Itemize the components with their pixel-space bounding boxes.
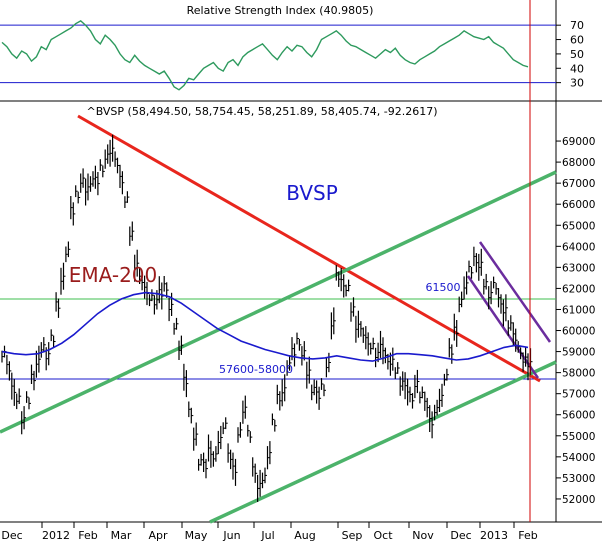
price-tick-label: 62000 (562, 283, 595, 295)
x-tick-label: Feb (518, 529, 537, 542)
x-tick-label: Nov (412, 529, 434, 542)
ema-200-label: EMA-200 (69, 263, 158, 287)
x-tick-label: Sep (342, 529, 363, 542)
x-tick-label: Jun (222, 529, 240, 542)
price-tick-label: 53000 (562, 473, 595, 485)
price-bars (1, 134, 533, 502)
x-tick-label: Oct (373, 529, 393, 542)
ema-200-line (1, 291, 529, 362)
rsi-tick-label: 40 (570, 62, 584, 75)
level-57600-58000-label: 57600-58000 (219, 363, 293, 376)
rsi-reference-lines (0, 24, 556, 84)
price-tick-label: 60000 (562, 326, 595, 338)
trendlines (0, 114, 557, 524)
price-tick-label: 67000 (562, 178, 595, 190)
price-panel: ^BVSP (58,494.50, 58,754.45, 58,251.89, … (0, 105, 595, 524)
rsi-series-line (1, 20, 529, 91)
x-tick-label: Mar (111, 529, 132, 542)
price-title: ^BVSP (58,494.50, 58,754.45, 58,251.89, … (86, 105, 437, 118)
x-tick-label: Feb (78, 529, 97, 542)
price-tick-label: 63000 (562, 262, 595, 274)
purple-channel-lower (466, 275, 540, 379)
x-tick-label: Jul (260, 529, 274, 542)
price-tick-label: 65000 (562, 220, 595, 232)
price-tick-label: 56000 (562, 410, 595, 422)
x-tick-label: Dec (450, 529, 471, 542)
x-tick-label: Apr (148, 529, 168, 542)
price-y-ticks: 52000 53000 54000 55000 56000 57000 58000 59000… (556, 136, 595, 506)
x-tick-label: Dec (1, 529, 22, 542)
price-tick-label: 54000 (562, 452, 595, 464)
price-tick-label: 64000 (562, 241, 595, 253)
price-tick-label: 58000 (562, 368, 595, 380)
bvsp-label: BVSP (286, 181, 338, 205)
price-tick-label: 59000 (562, 347, 595, 359)
x-tick-label: May (185, 529, 208, 542)
green-channel-lower (209, 360, 557, 524)
price-tick-label: 66000 (562, 199, 595, 211)
purple-channel-upper (478, 241, 552, 343)
price-tick-label: 55000 (562, 431, 595, 443)
price-tick-label: 57000 (562, 389, 595, 401)
x-axis-labels: Dec 2012 Feb Mar Apr May Jun Jul Aug Sep Oct Nov Dec… (1, 522, 538, 542)
price-tick-label: 52000 (562, 494, 595, 506)
rsi-title: Relative Strength Index (40.9805) (187, 4, 374, 17)
level-61500-label: 61500 (426, 281, 461, 294)
rsi-tick-label: 50 (570, 48, 584, 61)
x-tick-label: 2013 (480, 529, 508, 542)
green-channel-upper (0, 170, 557, 434)
rsi-tick-label: 60 (570, 34, 584, 47)
price-tick-label: 69000 (562, 136, 595, 148)
price-tick-label: 68000 (562, 157, 595, 169)
price-tick-label: 61000 (562, 304, 595, 316)
rsi-tick-label: 70 (570, 19, 584, 32)
x-tick-label: 2012 (42, 529, 70, 542)
red-downtrend-line (77, 114, 541, 383)
rsi-panel: Relative Strength Index (40.9805) 30 4050… (0, 4, 584, 91)
rsi-tick-label: 30 (570, 77, 584, 90)
x-tick-label: Aug (294, 529, 315, 542)
